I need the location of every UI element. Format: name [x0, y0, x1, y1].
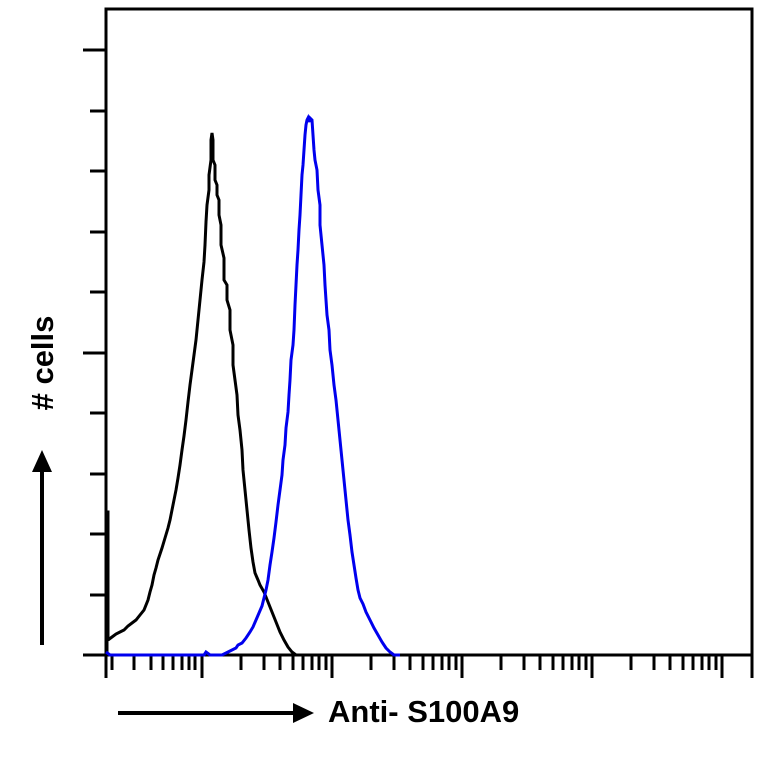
s100a9-histogram-line — [105, 113, 400, 657]
x-axis-label: Anti- S100A9 — [328, 694, 520, 729]
control-histogram-line — [105, 132, 300, 657]
y-axis-label: # cells — [25, 315, 60, 411]
y-axis-arrow-icon — [32, 450, 52, 645]
x-axis-ticks — [104, 655, 754, 678]
y-axis-ticks — [83, 48, 106, 657]
x-axis-arrow-icon — [118, 703, 314, 723]
